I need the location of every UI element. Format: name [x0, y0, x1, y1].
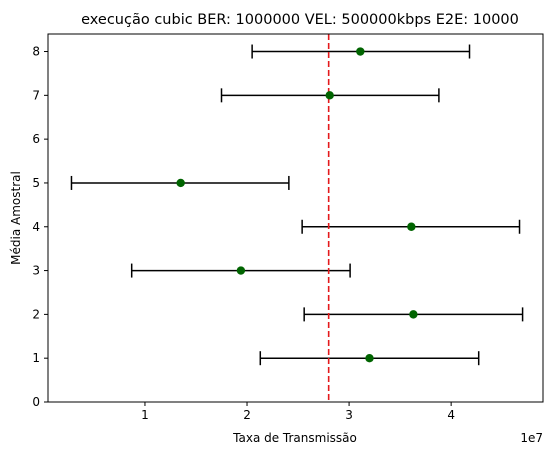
plot-area: [70, 34, 524, 402]
x-axis-offset-label: 1e7: [520, 431, 543, 445]
y-tick-label: 2: [32, 307, 40, 321]
x-tick-label: 4: [447, 408, 455, 422]
y-tick-label: 0: [32, 395, 40, 409]
data-point: [356, 47, 365, 56]
y-tick-label: 1: [32, 351, 40, 365]
y-tick-label: 6: [32, 132, 40, 146]
axes-frame: [47, 33, 544, 403]
x-axis-label: Taxa de Transmissão: [232, 431, 357, 445]
x-tick-label: 2: [243, 408, 251, 422]
data-point: [236, 266, 246, 275]
x-tick-label: 1: [141, 408, 149, 422]
y-tick-label: 8: [32, 45, 40, 59]
y-axis: 0 1 2 3 4 5 6 7 8: [32, 45, 48, 409]
y-tick-label: 7: [32, 88, 40, 102]
x-tick-label: 3: [345, 408, 353, 422]
y-tick-label: 5: [32, 176, 40, 190]
chart-title: execução cubic BER: 1000000 VEL: 500000k…: [81, 12, 519, 28]
x-axis: 1 2 3 4: [141, 402, 455, 422]
data-point: [409, 310, 418, 319]
y-tick-label: 3: [32, 264, 40, 278]
data-point: [365, 353, 374, 363]
y-tick-label: 4: [32, 220, 40, 234]
data-point: [325, 91, 334, 100]
data-point: [407, 222, 416, 231]
data-point: [176, 178, 185, 188]
y-axis-label: Média Amostral: [9, 171, 23, 265]
